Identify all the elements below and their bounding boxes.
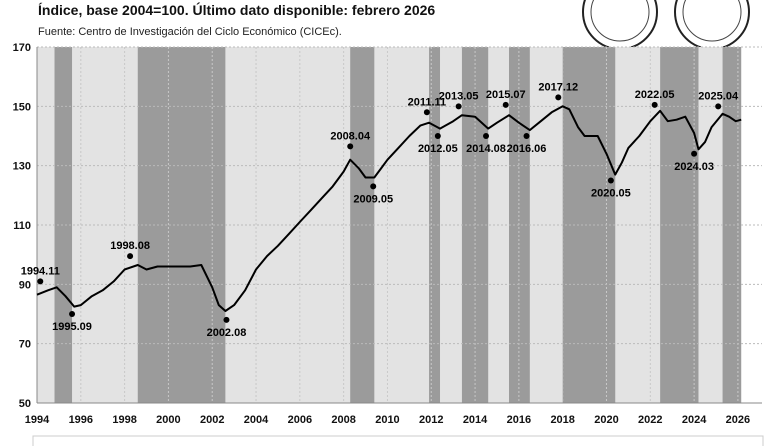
x-tick-label: 1996	[69, 414, 93, 426]
peak-trough-marker	[370, 183, 377, 190]
peak-trough-marker	[607, 177, 614, 184]
x-tick-label: 2004	[244, 414, 269, 426]
annotation-label: 2002.08	[207, 327, 247, 339]
x-tick-label: 2012	[419, 414, 443, 426]
peak-trough-marker	[423, 109, 430, 116]
peak-trough-marker	[69, 311, 76, 317]
x-tick-label: 2016	[507, 414, 531, 426]
x-tick-label: 2014	[463, 414, 488, 426]
peak-trough-marker	[555, 94, 562, 101]
peak-trough-marker	[434, 133, 441, 139]
annotation-label: 2015.07	[486, 89, 526, 101]
logo-seal-inner-1	[682, 0, 742, 42]
peak-trough-marker	[502, 101, 509, 108]
x-tick-label: 1998	[112, 414, 136, 426]
annotation-label: 2009.05	[353, 193, 393, 205]
annotation-label: 2013.05	[439, 90, 479, 102]
annotation-label: 2017.12	[538, 81, 578, 93]
x-tick-label: 2000	[156, 414, 180, 426]
annotation-label: 2011.11	[408, 96, 447, 108]
x-tick-label: 1994	[25, 414, 50, 426]
peak-trough-marker	[37, 278, 44, 285]
y-tick-label: 130	[13, 161, 31, 173]
peak-trough-marker	[223, 316, 230, 323]
y-tick-label: 150	[13, 101, 31, 113]
peak-trough-marker	[483, 133, 490, 139]
peak-trough-marker	[347, 143, 354, 150]
peak-trough-marker	[455, 103, 462, 110]
annotation-label: 1998.08	[110, 240, 150, 252]
recession-band	[54, 47, 73, 403]
x-tick-label: 2006	[288, 414, 312, 426]
y-tick-label: 70	[19, 339, 31, 351]
peak-trough-marker	[523, 133, 530, 139]
x-tick-label: 2026	[726, 414, 750, 426]
annotation-label: 1994.11	[21, 265, 60, 277]
x-tick-label: 2010	[375, 414, 399, 426]
annotation-label: 2014.08	[466, 143, 506, 155]
peak-trough-marker	[691, 150, 698, 157]
chart-source: Fuente: Centro de Investigación del Cicl…	[38, 26, 342, 38]
annotation-label: 2008.04	[330, 130, 371, 142]
x-tick-label: 2022	[638, 414, 662, 426]
legend-box	[32, 435, 764, 446]
peak-trough-marker	[127, 253, 134, 260]
chart-title: Índice, base 2004=100. Último dato dispo…	[38, 2, 436, 18]
x-tick-label: 2008	[331, 414, 355, 426]
annotation-label: 2020.05	[591, 188, 631, 200]
y-tick-label: 110	[13, 220, 31, 232]
x-tick-label: 2020	[594, 414, 618, 426]
annotation-label: 2025.04	[698, 90, 739, 102]
peak-trough-marker	[651, 101, 658, 108]
annotation-label: 2012.05	[418, 143, 458, 155]
y-tick-label: 170	[13, 42, 31, 54]
series-line	[36, 105, 742, 312]
x-tick-label: 2024	[682, 414, 707, 426]
annotation-label: 2022.05	[635, 89, 675, 101]
annotation-label: 2024.03	[674, 161, 714, 173]
x-tick-label: 2018	[550, 414, 574, 426]
x-tick-label: 2002	[200, 414, 224, 426]
peak-trough-marker	[715, 103, 722, 110]
annotation-label: 1995.09	[52, 321, 92, 333]
y-tick-label: 50	[19, 398, 31, 410]
logo-seal-inner-0	[590, 0, 650, 42]
y-tick-label: 90	[19, 279, 31, 291]
annotation-label: 2016.06	[507, 143, 547, 155]
recession-band	[722, 47, 742, 403]
